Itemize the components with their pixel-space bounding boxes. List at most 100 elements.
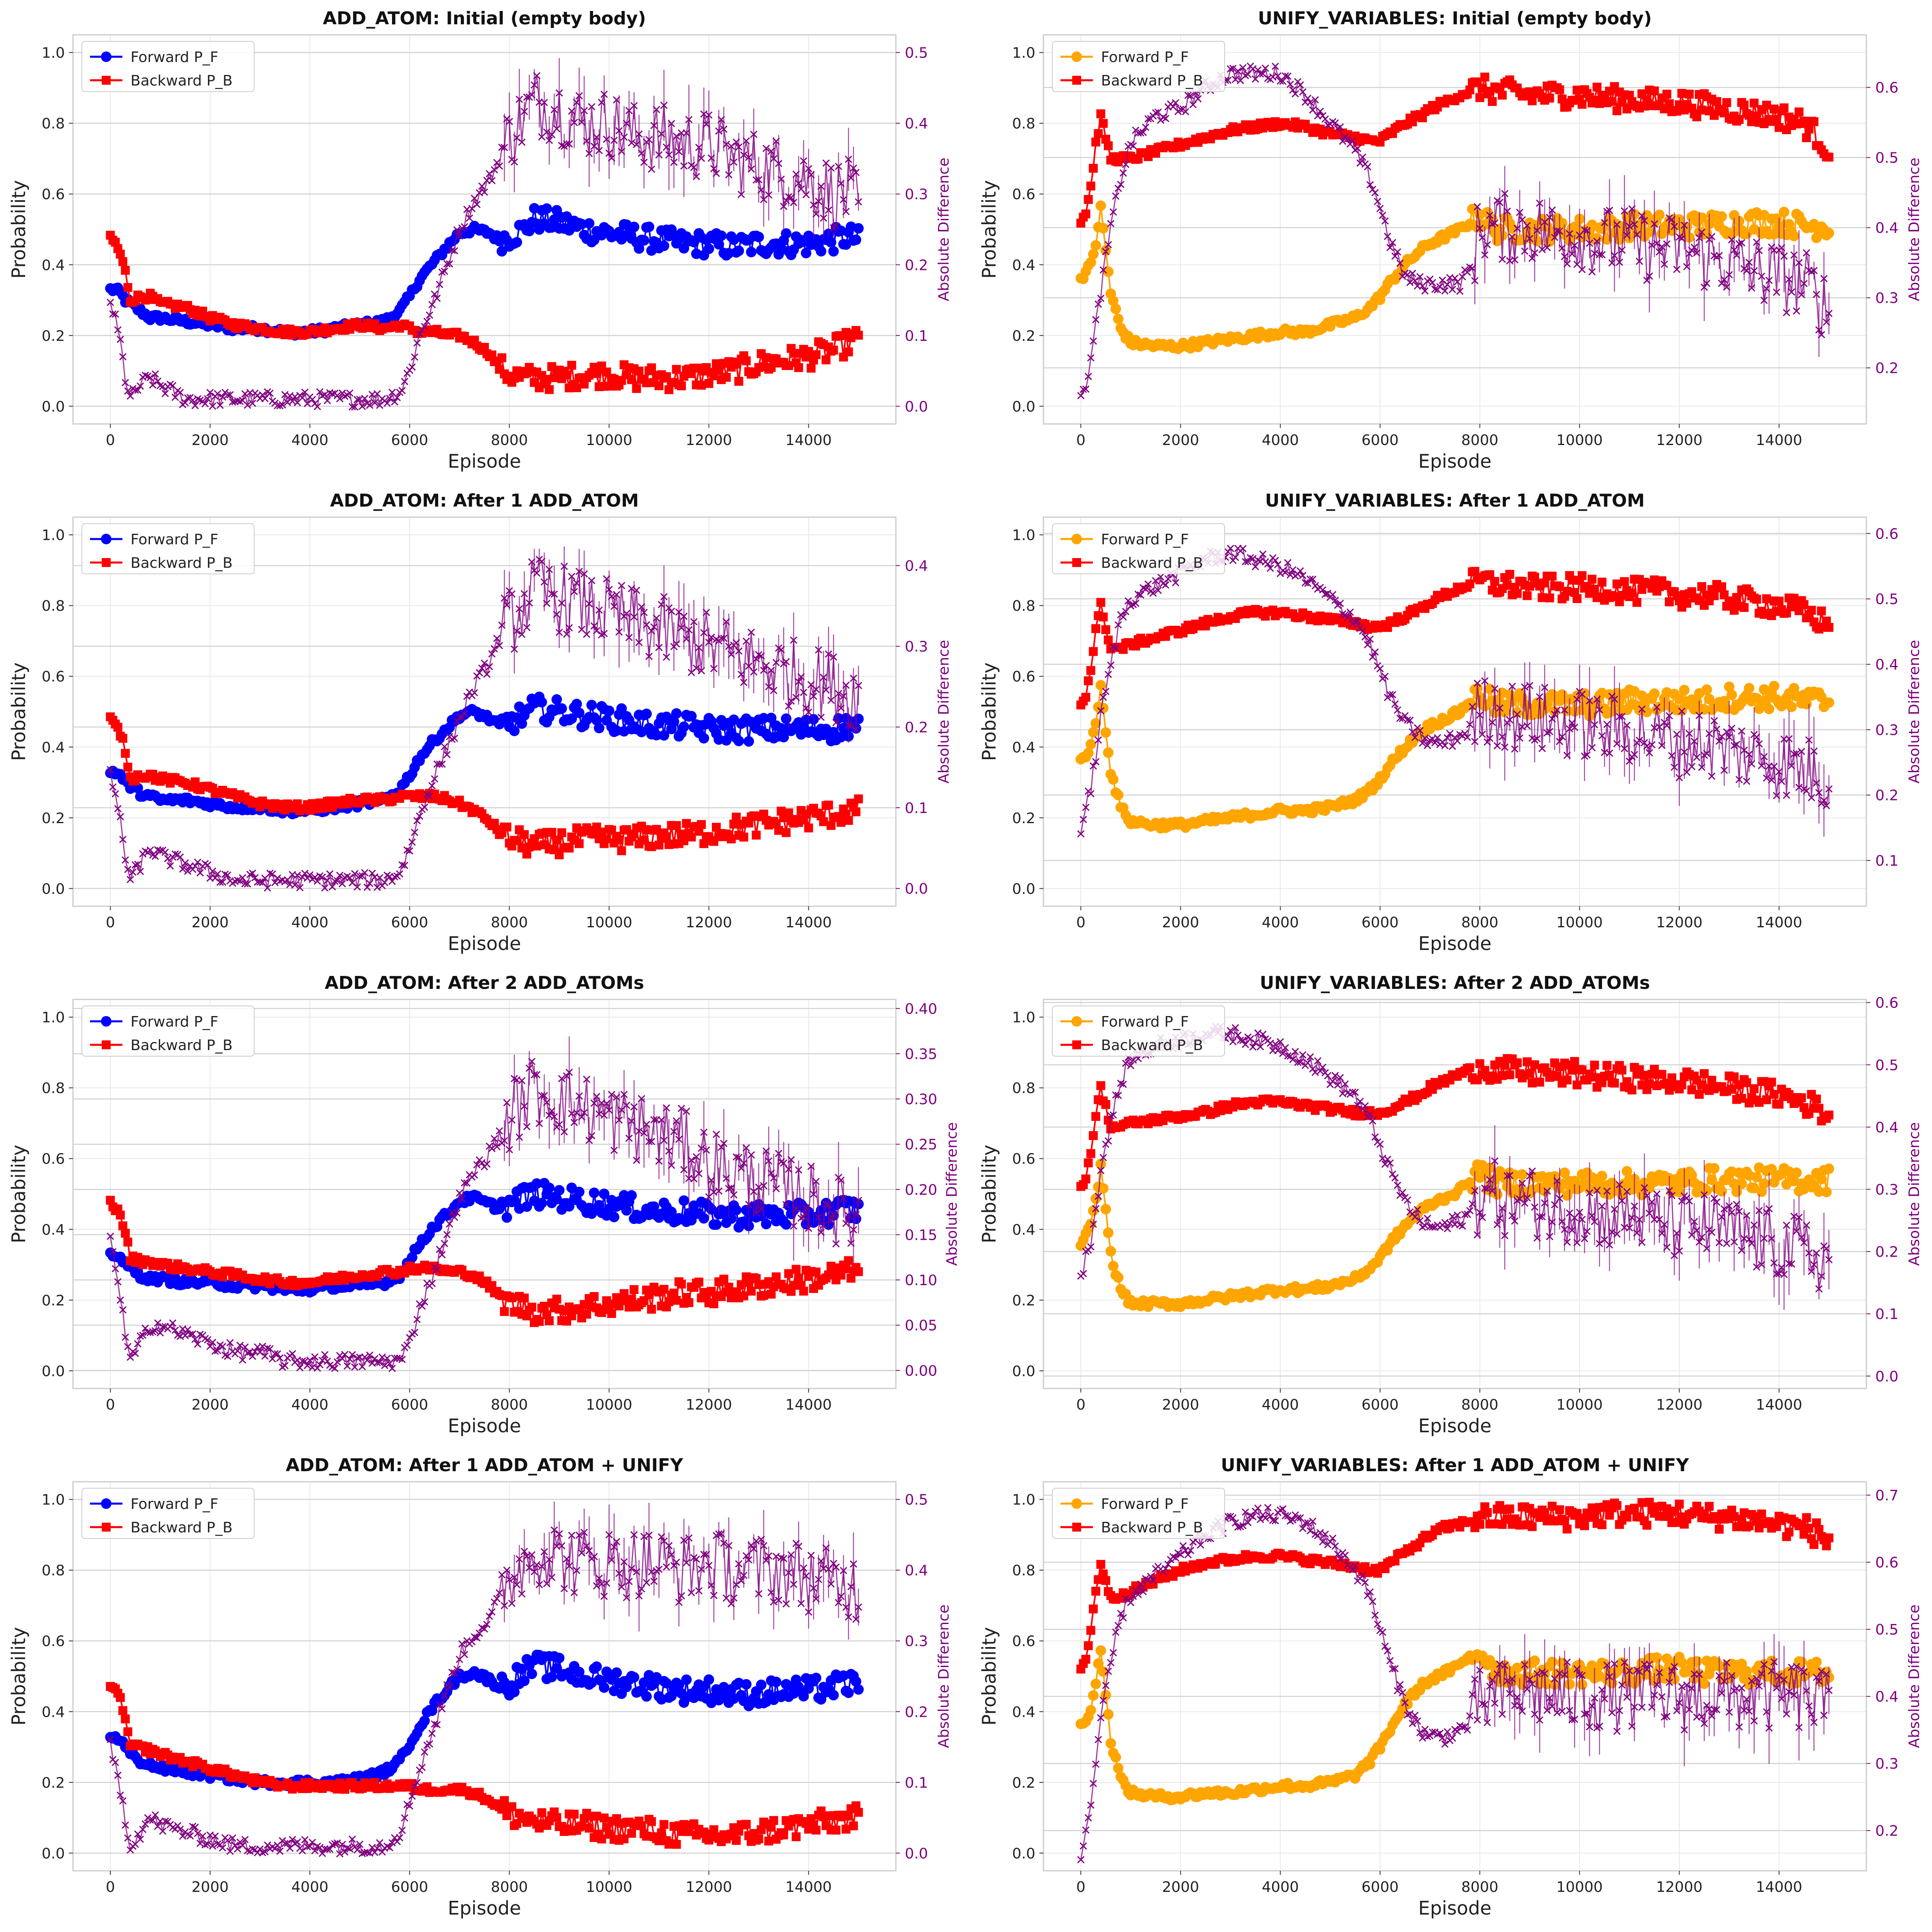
data-point <box>536 697 547 708</box>
y2-tick-label: 0.3 <box>905 186 928 203</box>
data-point <box>607 1309 616 1318</box>
data-point <box>698 667 705 674</box>
data-point <box>1712 97 1721 106</box>
data-point <box>600 90 608 98</box>
data-point <box>836 817 846 827</box>
x-tick-label: 12000 <box>685 914 732 931</box>
data-point <box>1804 124 1814 134</box>
x-tick-label: 4000 <box>291 432 329 449</box>
data-point <box>854 1267 863 1276</box>
y-axis-label: Probability <box>978 180 1000 278</box>
data-point <box>503 601 511 609</box>
plot-frame <box>1043 34 1867 425</box>
data-point <box>1630 751 1638 758</box>
data-point <box>451 247 458 255</box>
data-point <box>1521 247 1529 255</box>
data-point <box>1286 80 1294 88</box>
data-point <box>677 829 686 839</box>
data-point <box>1645 272 1653 280</box>
data-point <box>615 628 623 636</box>
data-point <box>121 265 130 275</box>
data-point <box>1786 702 1797 712</box>
data-point <box>269 870 276 878</box>
data-point <box>1774 123 1784 132</box>
data-point <box>161 389 169 398</box>
data-point <box>1743 777 1750 785</box>
data-point <box>725 171 733 179</box>
data-point <box>1386 691 1394 698</box>
data-point <box>812 1267 821 1277</box>
data-point <box>1154 586 1162 594</box>
data-point <box>1587 575 1597 584</box>
data-point <box>256 1348 264 1356</box>
data-point <box>321 884 329 892</box>
data-point <box>615 835 624 844</box>
data-point <box>854 331 863 340</box>
data-point <box>1526 682 1534 689</box>
data-point <box>563 630 571 638</box>
data-point <box>1823 697 1834 708</box>
data-point <box>770 687 778 694</box>
data-point <box>118 257 128 266</box>
data-point <box>635 130 643 138</box>
data-point <box>411 353 418 361</box>
data-point <box>1671 764 1678 771</box>
y2-tick-label: 0.5 <box>905 45 928 62</box>
data-point <box>109 1248 117 1256</box>
data-point <box>1266 565 1274 572</box>
data-point <box>840 196 847 203</box>
data-point <box>1475 93 1484 102</box>
data-point <box>572 383 581 392</box>
y-tick-label: 1.0 <box>42 45 65 62</box>
data-point <box>778 732 789 742</box>
data-point <box>1650 86 1659 96</box>
data-point <box>353 883 361 891</box>
data-point <box>600 630 608 638</box>
data-point <box>483 670 491 678</box>
data-point <box>1103 635 1113 645</box>
data-point <box>137 1332 144 1340</box>
data-point <box>707 633 715 641</box>
data-point <box>580 570 588 578</box>
data-point <box>413 339 421 347</box>
data-point <box>126 876 134 884</box>
data-point <box>638 603 645 611</box>
data-point <box>1606 207 1613 214</box>
data-point <box>1769 680 1780 691</box>
data-point <box>1820 275 1828 282</box>
data-point <box>248 400 256 407</box>
data-point <box>1189 101 1197 109</box>
data-point <box>358 402 366 410</box>
data-point <box>107 1232 114 1240</box>
data-point <box>812 685 820 693</box>
data-point <box>710 165 718 173</box>
data-point <box>547 828 557 837</box>
legend-label: Backward P_B <box>1101 73 1203 89</box>
data-point <box>545 137 553 144</box>
data-point <box>1626 757 1633 765</box>
y-tick-label: 0.4 <box>42 257 65 274</box>
data-point <box>1396 715 1404 722</box>
data-point <box>1099 693 1107 701</box>
data-point <box>647 363 656 372</box>
plot-frame <box>1043 516 1867 907</box>
data-point <box>1760 753 1768 761</box>
data-point <box>618 148 625 155</box>
data-point <box>1404 716 1412 724</box>
data-point <box>1142 123 1150 131</box>
data-point <box>1788 231 1799 242</box>
data-point <box>1122 160 1130 168</box>
data-point <box>126 392 134 400</box>
data-point <box>845 155 852 163</box>
data-point <box>1381 672 1389 680</box>
data-point <box>1725 733 1733 741</box>
data-point <box>1463 734 1471 741</box>
data-point <box>1611 695 1618 703</box>
y-tick-label: 1.0 <box>42 527 65 544</box>
data-point <box>1545 593 1554 603</box>
data-point <box>558 599 565 607</box>
data-point <box>1645 749 1653 757</box>
data-point <box>131 386 139 394</box>
data-point <box>1426 275 1434 283</box>
data-point <box>1644 227 1655 237</box>
